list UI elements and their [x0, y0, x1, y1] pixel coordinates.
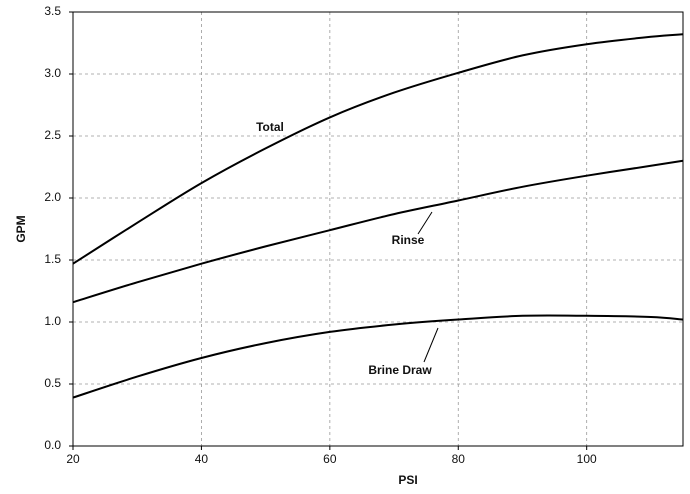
series-line	[72, 159, 684, 304]
y-tick-label: 3.0	[44, 66, 61, 80]
series-label: Brine Draw	[368, 363, 432, 377]
series-line	[72, 314, 684, 399]
y-tick-label: 2.0	[44, 190, 61, 204]
x-tick-label: 80	[452, 452, 466, 466]
x-axis-label: PSI	[398, 473, 417, 487]
y-tick-label: 3.5	[44, 4, 61, 18]
x-tick-label: 40	[195, 452, 209, 466]
y-tick-label: 0.0	[44, 438, 61, 452]
x-tick-label: 100	[577, 452, 597, 466]
x-tick-label: 60	[323, 452, 337, 466]
y-tick-label: 0.5	[44, 376, 61, 390]
y-tick-label: 1.0	[44, 314, 61, 328]
y-axis-label: GPM	[14, 215, 28, 242]
plot-frame	[72, 11, 684, 447]
leader-line	[423, 327, 439, 363]
y-tick-label: 2.5	[44, 128, 61, 142]
series-label: Rinse	[392, 233, 425, 247]
x-tick-label: 20	[66, 452, 80, 466]
leader-line	[417, 211, 433, 235]
series-label: Total	[256, 120, 284, 134]
y-tick-label: 1.5	[44, 252, 61, 266]
series-line	[72, 33, 684, 265]
